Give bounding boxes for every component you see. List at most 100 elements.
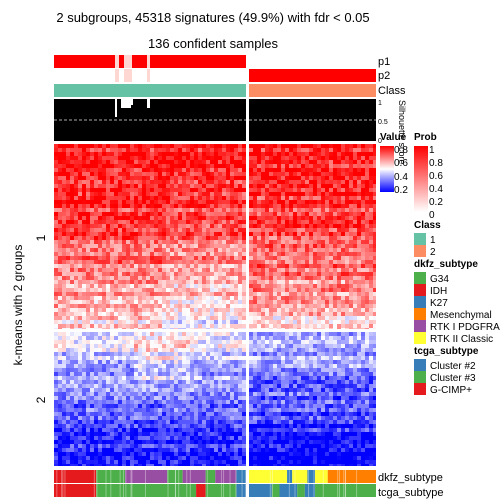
heat-cell-r1-c1 (146, 176, 150, 180)
heat-cell-r1-c2 (369, 184, 373, 188)
heat-cell-r1-c2 (317, 156, 321, 160)
heat-cell-r1-c2 (357, 296, 361, 300)
heat-cell-r1-c1 (202, 316, 206, 320)
heat-cell-r1-c1 (70, 192, 74, 196)
heat-cell-r1-c2 (317, 260, 321, 264)
heat-cell-r1-c1 (190, 208, 194, 212)
heat-cell-r1-c1 (122, 240, 126, 244)
heat-cell-r1-c1 (74, 204, 78, 208)
heat-cell-r1-c1 (54, 244, 58, 248)
heat-cell-r1-c2 (369, 156, 373, 160)
heat-cell-r1-c1 (94, 296, 98, 300)
heat-cell-r2-c1 (66, 392, 70, 396)
heat-cell-r1-c1 (154, 176, 158, 180)
heat-cell-r1-c1 (110, 188, 114, 192)
heat-cell-r1-c1 (142, 316, 146, 320)
heat-cell-r1-c2 (321, 244, 325, 248)
heat-cell-r1-c1 (182, 268, 186, 272)
heat-cell-r1-c2 (329, 188, 333, 192)
heat-cell-r1-c1 (146, 240, 150, 244)
heat-cell-r1-c2 (365, 160, 369, 164)
heat-cell-r1-c2 (249, 280, 253, 284)
heat-cell-r1-c1 (78, 272, 82, 276)
heat-cell-r1-c1 (90, 260, 94, 264)
heat-cell-r2-c1 (174, 420, 178, 424)
heat-cell-r1-c1 (230, 172, 234, 176)
heat-cell-r1-c2 (369, 232, 373, 236)
heat-cell-r1-c1 (86, 260, 90, 264)
heat-cell-r1-c1 (122, 272, 126, 276)
heat-cell-r2-c1 (74, 412, 78, 416)
heat-cell-r2-c1 (238, 408, 242, 412)
heat-cell-r1-c1 (186, 264, 190, 268)
heat-cell-r1-c1 (210, 276, 214, 280)
heat-cell-r1-c2 (285, 152, 289, 156)
heat-cell-r2-c1 (126, 400, 130, 404)
heat-cell-r2-c1 (62, 392, 66, 396)
heat-cell-r1-c1 (178, 240, 182, 244)
heat-cell-r1-c2 (365, 168, 369, 172)
heat-cell-r1-c1 (226, 284, 230, 288)
heat-cell-r1-c1 (214, 224, 218, 228)
heat-cell-r2-c1 (126, 384, 130, 388)
heat-cell-r1-c2 (301, 232, 305, 236)
heat-cell-r1-c2 (345, 320, 349, 324)
heat-cell-r1-c2 (297, 292, 301, 296)
heat-cell-r1-c1 (198, 232, 202, 236)
heat-cell-r1-c1 (230, 288, 234, 292)
heat-cell-r1-c1 (182, 156, 186, 160)
heat-cell-r2-c1 (202, 356, 206, 360)
heat-cell-r1-c1 (70, 148, 74, 152)
heat-cell-r1-c1 (234, 224, 238, 228)
heat-cell-r2-c1 (122, 336, 126, 340)
heat-cell-r2-c1 (54, 352, 58, 356)
heat-cell-r2-c1 (146, 384, 150, 388)
heat-cell-r1-c2 (253, 164, 257, 168)
heat-cell-r1-c1 (230, 284, 234, 288)
heat-cell-r1-c2 (249, 156, 253, 160)
heat-cell-r1-c2 (277, 168, 281, 172)
heat-cell-r1-c1 (146, 288, 150, 292)
heat-cell-r1-c1 (78, 260, 82, 264)
heat-cell-r1-c1 (170, 244, 174, 248)
heat-cell-r1-c1 (214, 172, 218, 176)
heat-cell-r1-c1 (146, 180, 150, 184)
heat-cell-r1-c1 (122, 160, 126, 164)
heat-cell-r1-c1 (134, 304, 138, 308)
heat-cell-r2-c1 (186, 364, 190, 368)
heat-cell-r1-c1 (114, 316, 118, 320)
heat-cell-r1-c1 (82, 312, 86, 316)
heat-cell-r1-c2 (253, 192, 257, 196)
heat-cell-r1-c1 (82, 228, 86, 232)
heat-cell-r1-c1 (174, 192, 178, 196)
heat-cell-r2-c1 (74, 348, 78, 352)
heat-cell-r1-c2 (321, 292, 325, 296)
heat-cell-r2-c1 (114, 340, 118, 344)
heat-cell-r2-c1 (122, 356, 126, 360)
heat-cell-r1-c2 (321, 184, 325, 188)
heat-cell-r2-c1 (242, 412, 246, 416)
heat-cell-r2-c1 (174, 364, 178, 368)
heat-cell-r1-c1 (130, 288, 134, 292)
heat-cell-r1-c2 (373, 320, 376, 324)
heat-cell-r2-c1 (158, 368, 162, 372)
heat-cell-r1-c2 (365, 200, 369, 204)
heat-cell-r1-c1 (142, 296, 146, 300)
heat-cell-r1-c1 (198, 184, 202, 188)
heat-cell-r1-c2 (309, 256, 313, 260)
heat-cell-r1-c2 (341, 236, 345, 240)
heat-cell-r1-c2 (313, 280, 317, 284)
heat-cell-r1-c2 (249, 212, 253, 216)
heat-cell-r2-c1 (62, 416, 66, 420)
heat-cell-r1-c2 (277, 252, 281, 256)
heat-cell-r1-c2 (305, 180, 309, 184)
heat-cell-r2-c1 (58, 424, 62, 428)
heat-cell-r2-c1 (106, 400, 110, 404)
heat-cell-r2-c1 (98, 380, 102, 384)
heat-cell-r1-c2 (285, 232, 289, 236)
heat-cell-r1-c1 (126, 152, 130, 156)
heat-cell-r1-c2 (249, 248, 253, 252)
heat-cell-r1-c1 (158, 252, 162, 256)
heat-cell-r1-c2 (261, 236, 265, 240)
heat-cell-r1-c2 (317, 180, 321, 184)
